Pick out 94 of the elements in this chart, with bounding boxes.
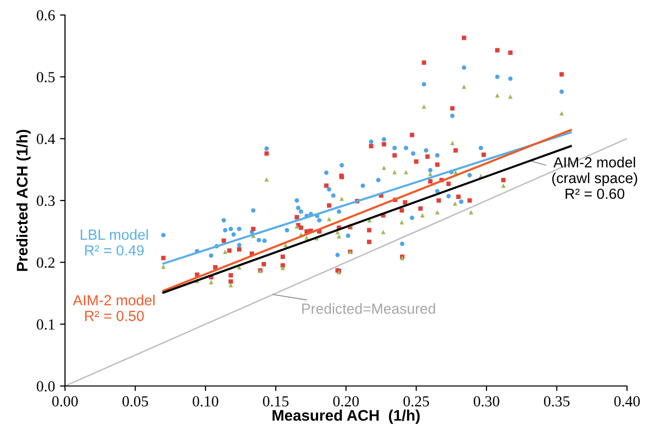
point	[446, 194, 451, 198]
point	[296, 206, 300, 210]
point	[376, 178, 381, 182]
point	[368, 140, 374, 144]
point	[360, 183, 366, 188]
y-tick-label: 0.6	[36, 10, 55, 21]
series-label: AIM-2 model (crawl space) R² = 0.60	[552, 156, 638, 199]
point	[382, 166, 386, 170]
point	[161, 232, 166, 238]
series-label: LBL model R² = 0.49	[80, 229, 148, 256]
point	[382, 137, 386, 142]
x-tick-label: 0.30	[474, 396, 500, 407]
point	[231, 232, 236, 237]
point	[264, 146, 269, 151]
point	[422, 82, 426, 86]
x-tick-label: 0.10	[192, 396, 218, 407]
point	[161, 264, 166, 269]
point	[495, 74, 500, 80]
point	[340, 163, 344, 168]
y-tick-label: 0.2	[36, 257, 54, 268]
point	[410, 151, 416, 156]
y-tick-label: 0.3	[36, 196, 55, 206]
y-axis-title: Predicted ACH (1/h)	[16, 130, 31, 271]
point	[284, 228, 290, 232]
point	[559, 89, 564, 94]
point	[336, 209, 342, 214]
series-label: AIM-2 model R² = 0.50	[72, 294, 155, 322]
point	[326, 216, 332, 222]
point	[264, 177, 269, 182]
point	[346, 234, 350, 238]
point	[450, 140, 455, 146]
point	[392, 170, 397, 174]
point	[228, 226, 233, 232]
point	[294, 198, 300, 203]
point	[428, 172, 432, 176]
x-axis-title: Measured ACH (1/h)	[272, 410, 420, 424]
point	[424, 148, 428, 153]
point	[495, 93, 500, 98]
x-tick-label: 0.05	[122, 396, 148, 407]
y-tick-label: 0.0	[36, 381, 55, 392]
point	[392, 146, 397, 150]
point	[326, 187, 332, 192]
point	[222, 250, 228, 254]
point	[237, 226, 242, 232]
point	[501, 183, 506, 188]
y-tick-label: 0.1	[36, 319, 54, 330]
point	[256, 238, 262, 242]
point	[400, 242, 404, 246]
point	[467, 172, 472, 178]
point	[435, 189, 440, 194]
point	[304, 235, 309, 240]
series-label: Predicted=Measured	[302, 303, 436, 314]
point	[400, 220, 404, 224]
point	[452, 201, 458, 206]
point	[478, 146, 484, 150]
point	[331, 193, 336, 198]
point	[468, 210, 474, 214]
y-tick-label: 0.5	[36, 72, 55, 82]
point	[508, 76, 513, 81]
point	[317, 218, 322, 222]
point	[450, 114, 455, 118]
point	[280, 266, 285, 270]
point	[251, 208, 256, 213]
point	[340, 196, 344, 201]
point	[508, 94, 513, 99]
x-tick-label: 0.00	[52, 396, 78, 407]
point	[410, 216, 414, 220]
point	[435, 153, 440, 158]
point	[208, 280, 214, 284]
point	[459, 200, 464, 204]
y-tick-label: 0.4	[36, 134, 56, 144]
x-tick-label: 0.20	[333, 396, 359, 407]
point	[428, 168, 432, 172]
point	[404, 170, 408, 174]
point	[298, 209, 304, 214]
point	[420, 213, 425, 218]
point	[559, 111, 564, 116]
point	[262, 238, 267, 243]
x-tick-label: 0.40	[614, 396, 640, 407]
x-tick-label: 0.15	[262, 396, 289, 407]
point	[324, 170, 329, 175]
point	[336, 234, 342, 239]
point	[462, 84, 466, 89]
point	[237, 242, 242, 248]
point	[222, 218, 226, 222]
point	[335, 252, 340, 258]
point	[222, 228, 228, 232]
x-tick-label: 0.25	[403, 396, 430, 407]
point	[462, 65, 466, 70]
point	[208, 253, 214, 258]
x-tick-label: 0.35	[544, 396, 570, 407]
point	[404, 146, 408, 150]
point	[228, 283, 233, 288]
point	[435, 210, 440, 214]
